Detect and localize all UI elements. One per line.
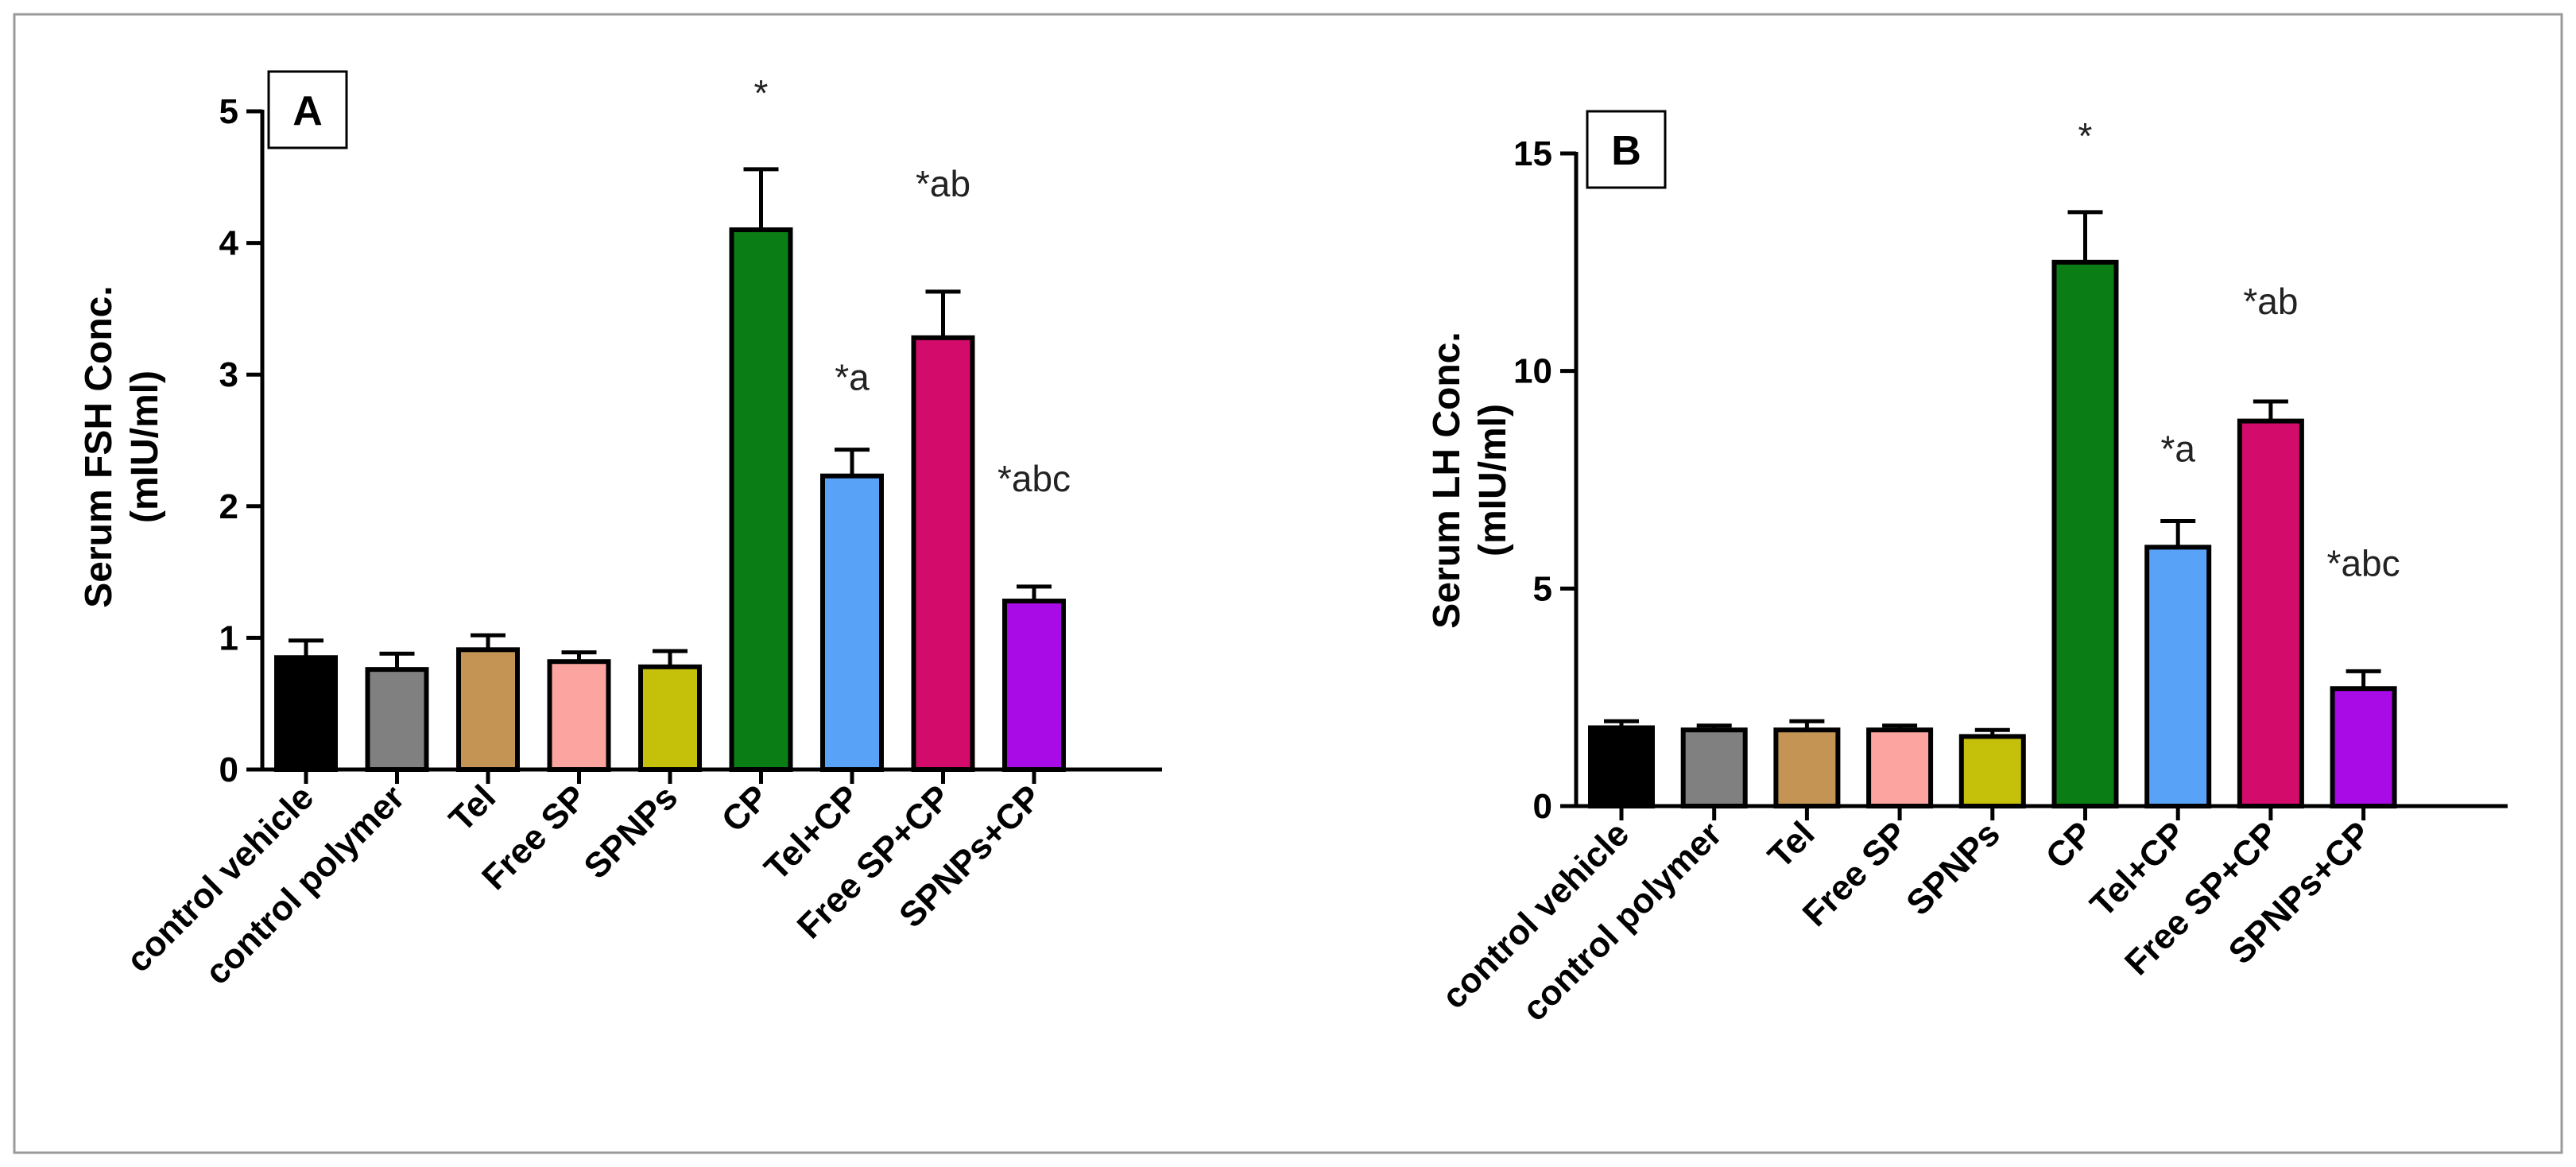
panel-b-bar <box>2330 686 2397 808</box>
panel-b-bar <box>1588 725 1655 808</box>
panel-b-y-tick-label: 5 <box>1533 569 1552 608</box>
panel-a-bar <box>365 667 429 772</box>
panel-a-bar <box>456 647 520 773</box>
panel-a-significance-label: *ab <box>916 163 970 204</box>
panel-a-label-box <box>267 70 348 149</box>
panel-b-ylabel-line1: Serum LH Conc. <box>1426 331 1468 628</box>
panel-a-bar <box>911 335 975 773</box>
panel-a-bar <box>729 227 793 773</box>
panel-b-bar <box>1866 727 1934 809</box>
panel-a-y-tick-label: 4 <box>219 224 239 263</box>
panel-b-bar <box>2144 545 2212 808</box>
panel-b-y-tick-label: 10 <box>1513 352 1552 391</box>
panel-b-bar <box>1680 727 1748 809</box>
panel-a-y-tick-label: 5 <box>219 92 238 131</box>
panel-a-bar <box>638 664 702 772</box>
panel-a-bar <box>1002 599 1066 772</box>
panel-b-bar <box>1773 727 1841 809</box>
figure-border <box>13 13 2563 1154</box>
panel-a-ylabel: Serum FSH Conc. (mIU/ml) <box>78 285 166 607</box>
panel-a-ylabel-line1: Serum FSH Conc. <box>78 285 120 607</box>
panel-a-significance-label: *abc <box>997 458 1071 499</box>
panel-a-bar <box>274 655 338 772</box>
panel-b-significance-label: *ab <box>2243 281 2298 322</box>
panel-b-significance-label: * <box>2078 115 2093 157</box>
panel-b-ylabel: Serum LH Conc. (mIU/ml) <box>1426 331 1514 628</box>
panel-a-significance-label: *a <box>835 357 870 398</box>
panel-a-ylabel-line2: (mIU/ml) <box>124 370 166 523</box>
panel-b-y-tick-label: 15 <box>1513 134 1552 173</box>
panel-b-bar <box>2237 418 2304 808</box>
panel-b-ylabel-line2: (mIU/ml) <box>1472 404 1514 556</box>
panel-a-significance-label: * <box>754 72 769 114</box>
panel-b-significance-label: *abc <box>2327 542 2400 584</box>
panel-a-y-tick-label: 1 <box>219 618 238 657</box>
panel-b-significance-label: *a <box>2160 428 2195 469</box>
panel-a-y-tick-label: 0 <box>219 750 238 789</box>
panel-b-bar <box>1958 734 2026 809</box>
panel-a-y-tick-label: 2 <box>219 487 238 526</box>
panel-a-label: A <box>292 88 323 134</box>
panel-a-bar <box>820 473 884 772</box>
panel-b-bar <box>2051 259 2119 809</box>
panel-b-label-box <box>1586 110 1667 189</box>
panel-a-y-tick-label: 3 <box>219 355 238 394</box>
panel-b-label: B <box>1611 128 1641 174</box>
panel-b-y-tick-label: 0 <box>1533 787 1552 826</box>
panel-a-bar <box>547 659 611 773</box>
